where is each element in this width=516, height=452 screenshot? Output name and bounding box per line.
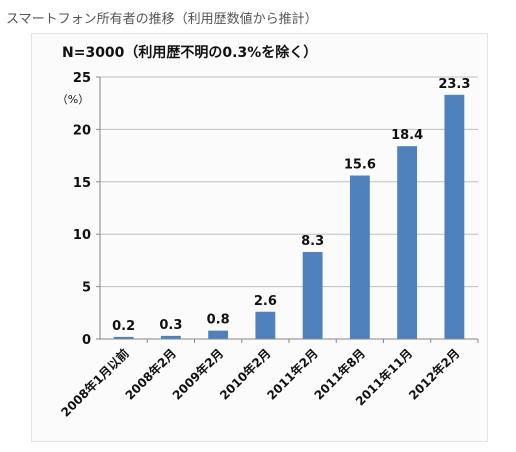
data-label: 18.4 <box>391 128 423 143</box>
bar <box>444 94 465 339</box>
y-axis-unit-label: （%） <box>57 93 89 106</box>
chart-subtitle: N=3000（利用歴不明の0.3%を除く） <box>62 44 317 61</box>
x-tick-label: 2008年1月以前 <box>58 346 132 420</box>
bar <box>113 336 134 339</box>
data-label: 0.8 <box>207 313 230 328</box>
bars <box>113 94 465 339</box>
y-tick-label: 20 <box>73 123 91 138</box>
data-label: 0.2 <box>112 319 135 334</box>
gridlines <box>100 76 478 288</box>
y-tick-label: 10 <box>73 228 91 243</box>
y-tick-label: 5 <box>82 281 91 296</box>
page-title: スマートフォン所有者の推移（利用歴数値から推計） <box>6 12 318 27</box>
data-label: 23.3 <box>438 77 470 92</box>
y-tick-label: 0 <box>82 333 91 348</box>
data-label: 2.6 <box>254 294 277 309</box>
data-label: 0.3 <box>159 318 182 333</box>
y-tick-label: 15 <box>73 176 91 191</box>
data-label: 8.3 <box>301 234 324 249</box>
bar <box>302 252 323 339</box>
axes <box>96 76 479 343</box>
bar <box>208 330 229 339</box>
data-label: 15.6 <box>344 158 376 173</box>
y-tick-label: 25 <box>73 71 91 86</box>
bar <box>255 311 276 339</box>
bar <box>397 146 418 339</box>
bar <box>349 175 370 339</box>
bar <box>160 335 181 339</box>
x-tick-label: 2012年2月 <box>405 346 462 403</box>
